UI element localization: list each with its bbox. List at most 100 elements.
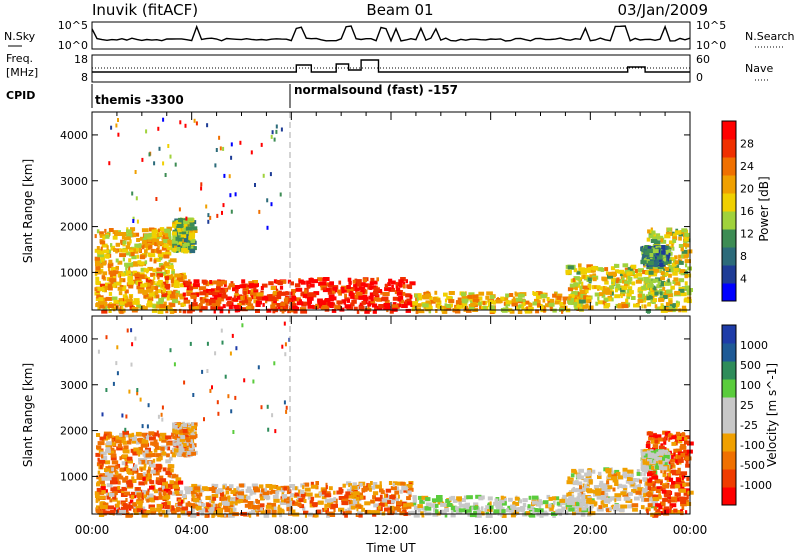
data-cell xyxy=(158,465,162,470)
data-cell xyxy=(298,489,302,494)
data-cell xyxy=(633,273,638,278)
y-tick-label: 2000 xyxy=(60,221,88,234)
data-cell xyxy=(262,296,269,301)
data-cell xyxy=(551,504,555,509)
data-cell xyxy=(275,124,278,129)
data-cell xyxy=(147,266,154,271)
data-cell xyxy=(249,292,257,297)
data-cell xyxy=(245,297,252,302)
data-cell xyxy=(177,237,184,242)
data-cell xyxy=(103,510,107,515)
data-cell xyxy=(200,297,207,301)
data-cell xyxy=(295,287,303,292)
data-cell xyxy=(136,219,139,224)
data-cell xyxy=(663,295,668,299)
data-cell xyxy=(159,304,166,309)
data-cell xyxy=(297,502,302,507)
data-cell xyxy=(650,456,656,461)
data-cell xyxy=(124,297,128,302)
data-cell xyxy=(611,297,614,302)
data-cell xyxy=(124,262,129,267)
data-cell xyxy=(233,492,238,497)
data-cell xyxy=(154,304,160,309)
data-cell xyxy=(121,506,126,511)
data-cell xyxy=(290,291,294,296)
data-cell xyxy=(661,437,667,442)
data-cell xyxy=(549,506,554,511)
data-cell xyxy=(653,506,657,511)
data-cell xyxy=(599,483,603,488)
data-cell xyxy=(272,290,279,295)
data-cell xyxy=(116,345,119,350)
power-y-label: Slant Range [km] xyxy=(21,159,35,263)
data-cell xyxy=(655,503,663,508)
data-cell xyxy=(684,232,690,237)
data-cell xyxy=(107,264,112,268)
data-cell xyxy=(108,492,115,497)
data-cell xyxy=(130,495,135,500)
data-cell xyxy=(357,279,362,284)
data-cell xyxy=(684,456,692,461)
data-cell xyxy=(161,405,164,410)
data-cell xyxy=(130,299,133,304)
data-cell xyxy=(660,446,663,450)
data-cell xyxy=(331,503,338,508)
data-cell xyxy=(380,490,385,495)
data-cell xyxy=(630,296,636,300)
data-cell xyxy=(121,248,129,253)
data-cell xyxy=(146,424,149,429)
data-cell xyxy=(180,510,186,515)
data-cell xyxy=(663,492,668,497)
data-cell xyxy=(328,294,335,299)
data-cell xyxy=(369,281,374,286)
data-cell xyxy=(651,475,659,480)
data-cell xyxy=(385,488,392,493)
data-cell xyxy=(137,286,145,291)
data-cell xyxy=(125,270,131,275)
data-cell xyxy=(627,267,633,272)
data-cell xyxy=(131,248,137,253)
data-cell xyxy=(641,256,645,261)
data-cell xyxy=(120,489,125,494)
data-cell xyxy=(253,283,259,288)
data-cell xyxy=(162,481,168,486)
data-cell xyxy=(534,508,538,512)
data-cell xyxy=(189,222,195,227)
data-cell xyxy=(161,449,165,454)
data-cell xyxy=(425,293,432,298)
data-cell xyxy=(617,304,624,309)
data-cell xyxy=(442,309,448,314)
data-cell xyxy=(98,304,106,309)
data-cell xyxy=(315,481,319,485)
data-cell xyxy=(450,495,456,500)
data-cell xyxy=(249,491,253,496)
data-cell xyxy=(672,233,677,238)
data-cell xyxy=(590,511,596,516)
data-cell xyxy=(186,425,194,430)
data-cell xyxy=(660,443,664,448)
data-cell xyxy=(241,498,248,503)
data-cell xyxy=(393,481,398,486)
data-cell xyxy=(167,467,172,472)
data-cell xyxy=(578,468,584,473)
data-cell xyxy=(176,224,183,228)
data-cell xyxy=(333,490,336,495)
data-cell xyxy=(112,381,115,386)
data-cell xyxy=(662,473,667,478)
data-cell xyxy=(481,506,484,511)
data-cell xyxy=(668,256,673,261)
data-cell xyxy=(177,300,181,305)
data-cell xyxy=(152,458,156,463)
data-cell xyxy=(334,305,342,310)
data-cell xyxy=(658,493,661,498)
data-cell xyxy=(96,487,102,492)
data-cell xyxy=(186,427,190,432)
data-cell xyxy=(402,281,406,286)
data-cell xyxy=(504,501,507,506)
data-cell xyxy=(244,503,252,508)
data-cell xyxy=(167,269,170,274)
data-cell xyxy=(348,483,353,488)
data-cell xyxy=(210,504,214,509)
data-cell xyxy=(236,295,243,300)
